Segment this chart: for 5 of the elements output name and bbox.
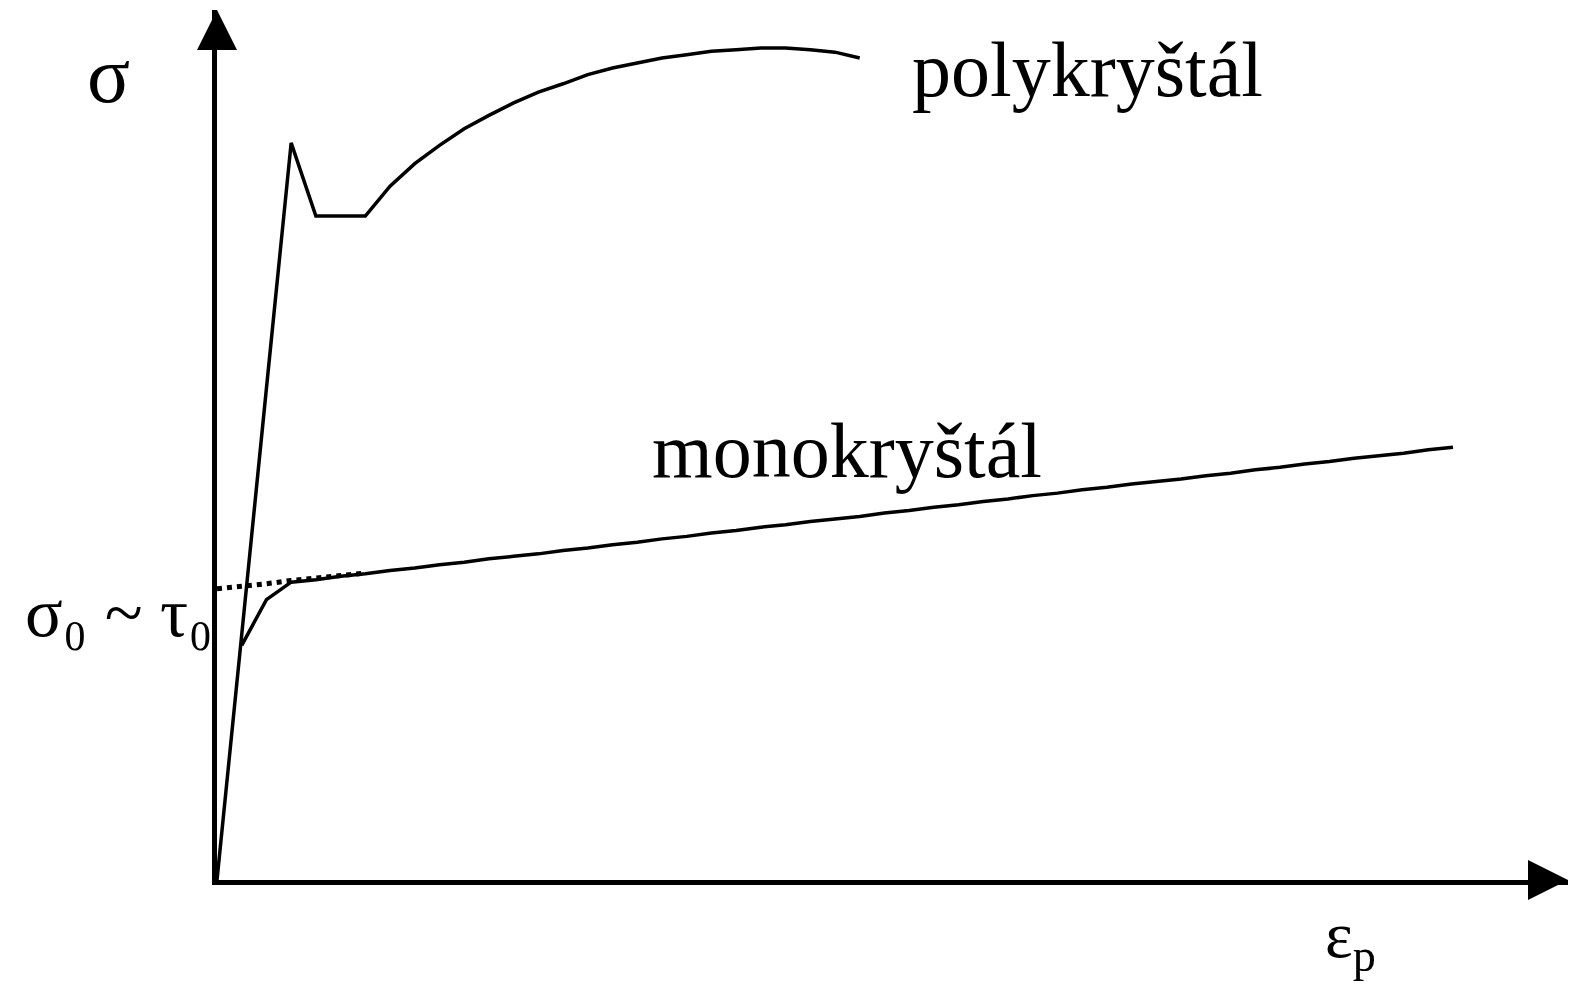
x-axis-title: ε$_{p}$ bbox=[1325, 898, 1376, 981]
y-axis-title: σ bbox=[87, 31, 131, 119]
series-label: polykryštál bbox=[912, 26, 1263, 113]
series-label: monokryštál bbox=[652, 407, 1042, 494]
annotation: σ₀ ~ τ₀ bbox=[25, 574, 213, 651]
